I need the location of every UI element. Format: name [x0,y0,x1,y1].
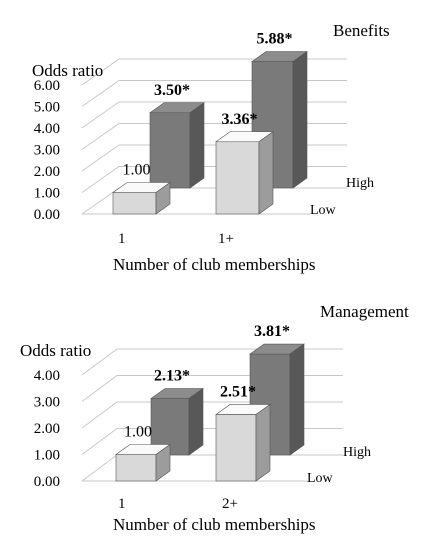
benefits-grid [81,58,347,215]
benefits-depth-low: Low [310,203,337,218]
data-label-low-1: 2.51* [220,383,256,400]
management-y-ticks: 0.00 1.00 2.00 3.00 4.00 [34,368,60,490]
data-label-high-1: 3.81* [254,323,290,340]
benefits-y-ticks: 0.00 1.00 2.00 3.00 4.00 5.00 6.00 [34,78,60,223]
bar-low-1 [215,403,271,482]
y-tick-label: 0.00 [34,207,60,223]
benefits-data-labels: 3.50* 5.88* 1.00 3.36* [123,31,293,179]
benefits-ylabel: Odds ratio [32,61,103,80]
y-tick-label: 4.00 [34,368,60,384]
data-label-high-0: 3.50* [154,82,190,99]
bar-side [289,343,305,456]
management-title: Management [320,302,409,321]
bar-side [258,131,274,215]
y-tick-label: 4.00 [34,121,60,137]
y-tick-label: 1.00 [34,448,60,464]
y-tick-label: 6.00 [34,78,60,94]
management-xtick-2: 2+ [222,496,238,512]
y-tick-label: 5.00 [34,100,60,116]
bar-low-1 [215,131,274,215]
benefits-xtick-2: 1+ [218,231,234,247]
management-chart: 0.00 1.00 2.00 3.00 4.00 2.13* 3.81* 1.00 2.51*… [20,302,409,534]
management-xlabel: Number of club memberships [113,515,316,534]
management-depth-low: Low [307,471,334,486]
bar-front [115,454,157,482]
bar-side [255,403,271,482]
y-tick-label: 0.00 [34,474,60,490]
management-data-labels: 2.13* 3.81* 1.00 2.51* [124,323,290,440]
bar-side [188,387,204,456]
bar-front [215,141,260,215]
data-label-low-0: 1.00 [124,424,152,441]
bar-low-0 [112,181,171,215]
benefits-xlabel: Number of club memberships [113,255,316,274]
bar-side [155,181,171,215]
management-depth-high: High [343,445,371,460]
y-tick-label: 3.00 [34,143,60,159]
data-label-low-0: 1.00 [123,162,151,179]
bar-front [112,192,157,215]
y-tick-label: 3.00 [34,395,60,411]
data-label-high-0: 2.13* [154,368,190,385]
benefits-xtick-1: 1 [118,231,126,247]
management-bars [115,343,305,482]
bar-high-0 [149,102,205,189]
management-xtick-1: 1 [118,496,126,512]
bar-front [215,414,257,482]
bar-side [292,50,308,189]
y-tick-label: 1.00 [34,186,60,202]
y-tick-label: 2.00 [34,164,60,180]
benefits-bars [112,50,308,215]
bar-low-0 [115,443,171,482]
benefits-title: Benefits [333,21,390,40]
y-tick-label: 2.00 [34,421,60,437]
data-label-high-1: 5.88* [257,31,293,48]
bar-side [189,102,205,189]
management-ylabel: Odds ratio [20,341,91,360]
bar-side [155,443,171,482]
benefits-depth-high: High [346,176,374,191]
benefits-chart: 0.00 1.00 2.00 3.00 4.00 5.00 6.00 3.50* 5.88* 1… [32,21,390,274]
bar-front [149,112,191,189]
data-label-low-1: 3.36* [222,111,258,128]
